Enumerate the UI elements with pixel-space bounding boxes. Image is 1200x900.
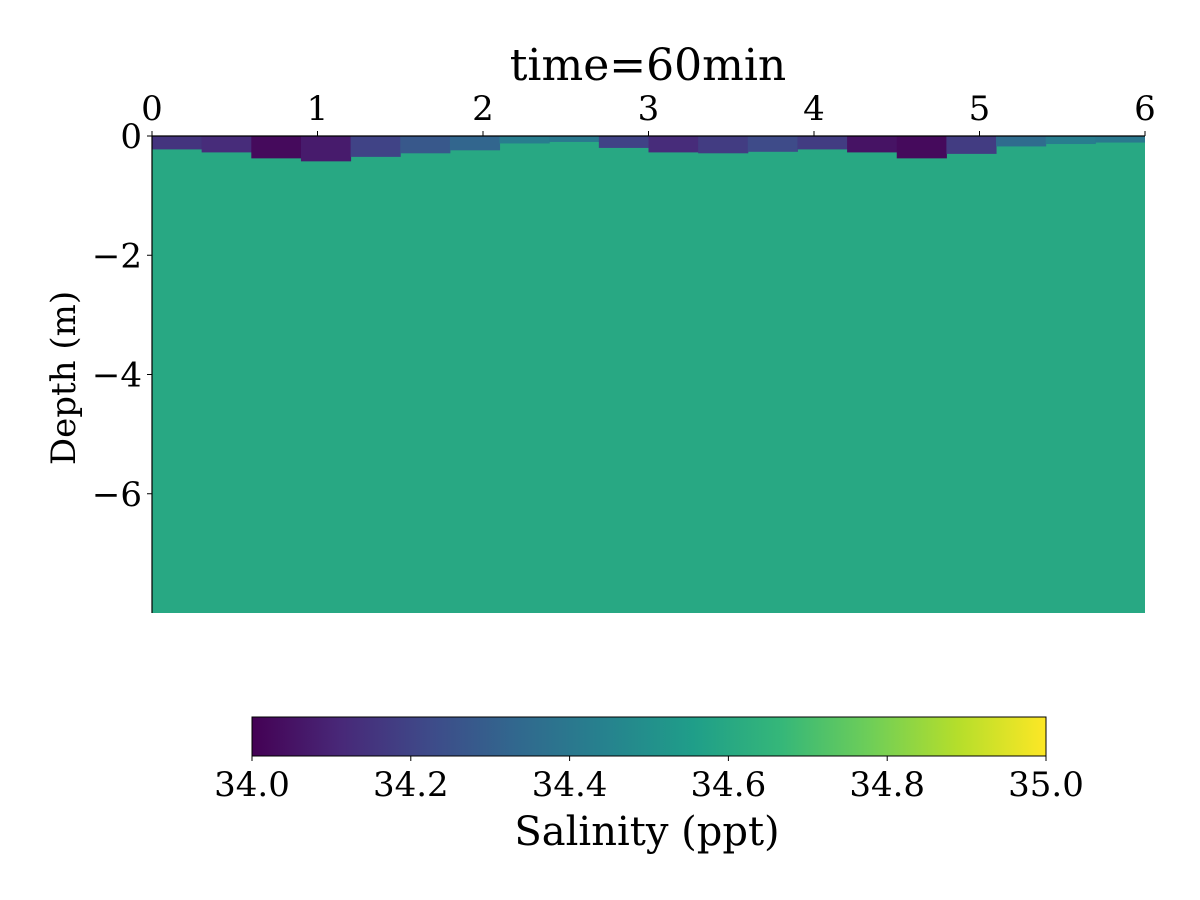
colorbar-tick-label: 34.0 xyxy=(214,765,290,805)
surface-layer-cell xyxy=(350,136,401,157)
surface-layer-cell xyxy=(201,136,252,153)
surface-layer-cell xyxy=(549,136,600,142)
y-tick-label: 0 xyxy=(120,117,142,157)
surface-layer-cell xyxy=(797,136,848,150)
surface-layer-cell xyxy=(400,136,451,154)
surface-layer-cell xyxy=(251,136,302,159)
surface-salinity-layer xyxy=(152,136,1145,162)
x-tick-label: 6 xyxy=(1134,89,1156,129)
surface-layer-cell xyxy=(747,136,798,152)
x-tick-label: 3 xyxy=(638,89,660,129)
colorbar-ticks: 34.0 34.2 34.4 34.6 34.8 35.0 xyxy=(214,756,1084,805)
chart-title: time=60min xyxy=(510,40,787,91)
y-tick-label: −2 xyxy=(92,236,142,276)
y-tick-label: −4 xyxy=(92,356,142,396)
surface-layer-cell xyxy=(598,136,649,148)
surface-layer-cell xyxy=(449,136,501,151)
surface-layer-cell xyxy=(648,136,699,153)
y-tick-label: −6 xyxy=(92,475,142,515)
colorbar-tick-label: 34.8 xyxy=(849,765,925,805)
colorbar-label: Salinity (ppt) xyxy=(514,809,779,855)
surface-layer-cell xyxy=(847,136,898,153)
y-axis-ticks: 0 −2 −4 −6 xyxy=(92,117,152,515)
surface-layer-cell xyxy=(300,136,352,162)
colorbar-tick-label: 34.6 xyxy=(691,765,767,805)
y-axis-label: Depth (m) xyxy=(44,291,84,465)
surface-layer-cell xyxy=(946,136,997,154)
surface-layer-cell xyxy=(152,136,203,150)
surface-layer-cell xyxy=(1045,136,1096,145)
x-tick-label: 1 xyxy=(307,89,329,129)
colorbar-tick-label: 35.0 xyxy=(1008,765,1084,805)
colorbar: 34.0 34.2 34.4 34.6 34.8 35.0 Salinity (ppt) xyxy=(214,716,1084,855)
x-tick-label: 2 xyxy=(472,89,494,129)
colorbar-tick-label: 34.2 xyxy=(373,765,449,805)
surface-layer-cell xyxy=(1095,136,1145,143)
colorbar-bar xyxy=(251,716,1047,757)
heatmap-background xyxy=(152,136,1145,613)
surface-layer-cell xyxy=(896,136,947,159)
x-tick-label: 0 xyxy=(141,89,163,129)
surface-layer-cell xyxy=(996,136,1047,147)
surface-layer-cell xyxy=(698,136,749,154)
colorbar-tick-label: 34.4 xyxy=(532,765,608,805)
x-tick-label: 5 xyxy=(969,89,991,129)
x-axis-ticks: 0 1 2 3 4 5 6 xyxy=(141,89,1156,136)
heatmap-plot xyxy=(151,135,1145,613)
surface-layer-cell xyxy=(499,136,550,144)
x-tick-label: 4 xyxy=(803,89,825,129)
